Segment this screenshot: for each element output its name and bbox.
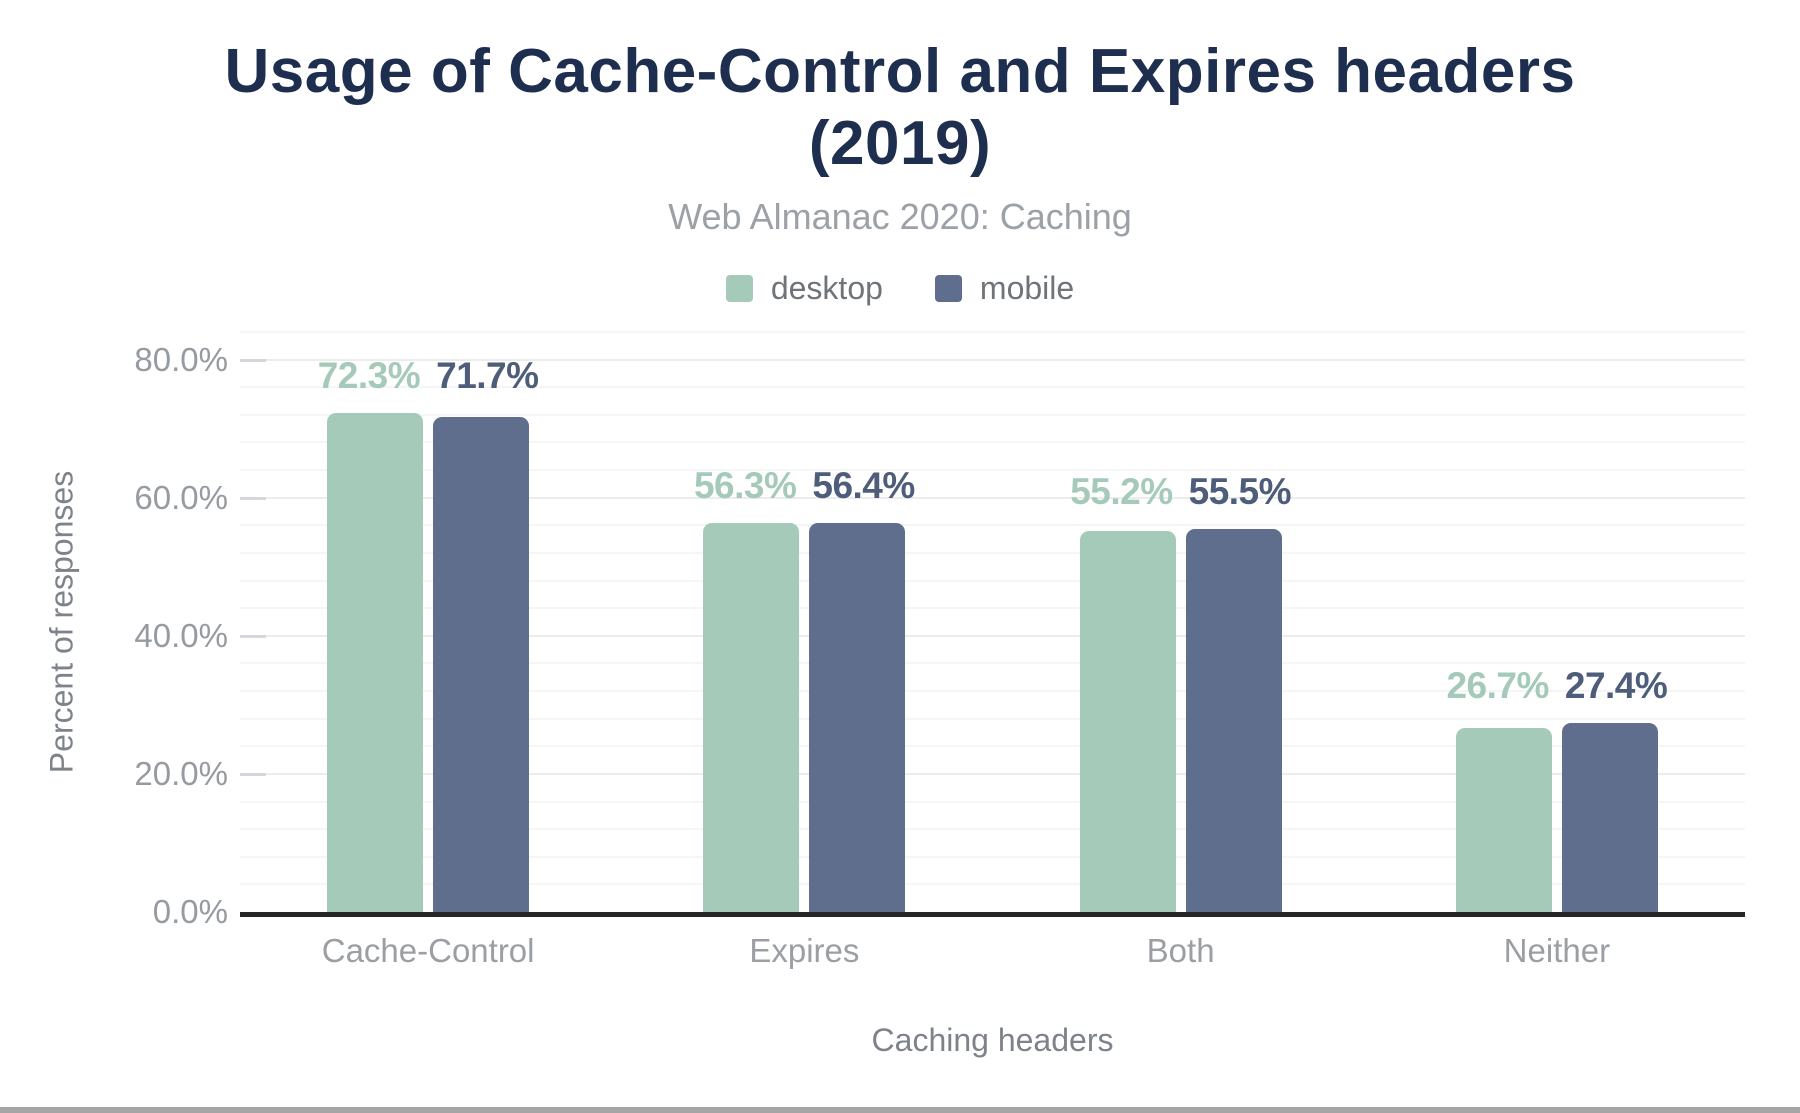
chart-title-line-2: (2019) — [808, 108, 992, 178]
major-gridline — [240, 772, 1745, 775]
minor-gridline — [240, 579, 1745, 582]
bar-group-cache-control: 72.3% 71.7% — [240, 332, 616, 912]
chart-title: Usage of Cache-Control and Expires heade… — [0, 36, 1800, 180]
data-labels: 56.3% 56.4% — [694, 465, 915, 507]
data-label-desktop: 56.3% — [693, 464, 797, 506]
data-label-desktop: 26.7% — [1446, 664, 1549, 706]
bar-mobile — [1185, 528, 1282, 912]
bar-pair — [327, 412, 530, 912]
bar-groups: 72.3% 71.7% 56.3% 56.4% 55.2% 55.5% 26.7% 27.4% — [240, 332, 1745, 912]
bar-pair — [703, 522, 906, 912]
minor-gridline — [240, 607, 1745, 610]
minor-gridline — [240, 331, 1745, 333]
bar-pair — [1079, 528, 1282, 912]
y-axis-title: Percent of responses — [43, 470, 80, 774]
minor-gridline — [240, 551, 1745, 554]
minor-gridline — [240, 855, 1745, 858]
data-label-mobile: 56.4% — [812, 464, 915, 506]
data-labels: 26.7% 27.4% — [1446, 665, 1667, 707]
y-axis-tick-label: 0.0% — [152, 893, 228, 930]
major-gridline — [240, 496, 1745, 499]
legend-item-desktop: desktop — [725, 270, 883, 307]
bar-mobile — [433, 416, 530, 912]
x-axis-category-label: Neither — [1503, 932, 1611, 969]
minor-gridline — [240, 828, 1745, 831]
legend-label-mobile: mobile — [979, 270, 1075, 306]
data-label-desktop: 55.2% — [1070, 470, 1173, 512]
y-axis-tick-label: 20.0% — [134, 754, 228, 792]
legend-swatch-desktop — [725, 275, 753, 302]
footer-bar — [0, 1107, 1800, 1113]
y-axis-tick-mark — [240, 496, 266, 500]
bar-desktop — [1079, 530, 1176, 912]
data-label-mobile: 71.7% — [436, 354, 539, 396]
chart-subtitle: Web Almanac 2020: Caching — [668, 196, 1132, 237]
minor-gridline — [240, 441, 1745, 444]
data-labels: 55.2% 55.5% — [1070, 471, 1291, 513]
bar-desktop — [1455, 727, 1552, 912]
legend-label-desktop: desktop — [770, 270, 883, 306]
y-axis-tick-label: 40.0% — [134, 616, 228, 654]
minor-gridline — [240, 469, 1745, 472]
legend-item-mobile: mobile — [934, 270, 1075, 307]
y-axis-tick-mark — [240, 358, 266, 362]
minor-gridline — [240, 662, 1745, 665]
y-axis-tick-label: 80.0% — [134, 340, 228, 378]
x-axis-category-labels: Cache-Control Expires Both Neither — [240, 932, 1745, 970]
x-axis-category-label: Cache-Control — [321, 932, 535, 969]
minor-gridline — [240, 386, 1745, 389]
minor-gridline — [240, 883, 1745, 886]
bar-pair — [1455, 722, 1658, 912]
bar-group-neither: 26.7% 27.4% — [1369, 332, 1745, 912]
minor-gridline — [240, 524, 1745, 527]
minor-gridline — [240, 413, 1745, 416]
plot-area: 72.3% 71.7% 56.3% 56.4% 55.2% 55.5% 26.7% 27.4% — [240, 331, 1745, 917]
legend: desktop mobile — [0, 270, 1800, 307]
data-label-mobile: 27.4% — [1564, 664, 1668, 706]
minor-gridline — [240, 800, 1745, 803]
y-axis-tick-mark — [240, 634, 266, 638]
bar-desktop — [703, 523, 800, 912]
bar-mobile — [1561, 722, 1658, 912]
bar-mobile — [809, 522, 906, 912]
legend-swatch-mobile — [934, 275, 962, 302]
x-axis-category-label: Expires — [749, 932, 860, 969]
bar-group-both: 55.2% 55.5% — [993, 332, 1369, 912]
bar-group-expires: 56.3% 56.4% — [616, 332, 992, 912]
data-label-desktop: 72.3% — [317, 354, 421, 396]
x-axis-category-label: Both — [1146, 932, 1215, 969]
x-axis-title: Caching headers — [871, 1022, 1114, 1058]
minor-gridline — [240, 690, 1745, 693]
major-gridline — [240, 634, 1745, 637]
chart-title-line-1: Usage of Cache-Control and Expires heade… — [224, 37, 1576, 106]
minor-gridline — [240, 745, 1745, 748]
y-axis-tick-mark — [240, 772, 266, 776]
minor-gridline — [240, 717, 1745, 720]
data-labels: 72.3% 71.7% — [318, 355, 539, 397]
data-label-mobile: 55.5% — [1188, 470, 1292, 512]
major-gridline — [240, 358, 1745, 361]
y-axis-tick-label: 60.0% — [134, 478, 228, 516]
bar-desktop — [327, 412, 424, 912]
